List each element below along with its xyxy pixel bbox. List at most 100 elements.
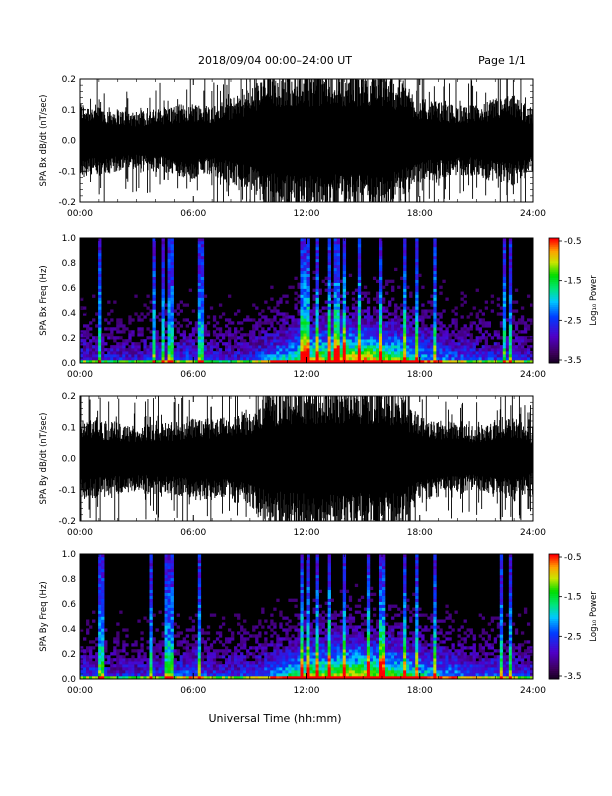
spectrogram-cell	[101, 643, 104, 646]
spectrogram-cell	[388, 342, 391, 345]
spectrogram-cell	[355, 628, 358, 631]
spectrogram-cell	[300, 244, 303, 247]
spectrogram-cell	[282, 652, 285, 655]
spectrogram-cell	[340, 324, 343, 327]
spectrogram-cell	[149, 593, 152, 596]
spectrogram-cell	[300, 605, 303, 608]
spectrogram-cell	[482, 312, 485, 315]
spectrogram-cell	[445, 333, 448, 336]
spectrogram-cell	[445, 298, 448, 301]
spectrogram-cell	[303, 244, 306, 247]
spectrogram-cell	[370, 330, 373, 333]
spectrogram-cell	[361, 339, 364, 342]
spectrogram-cell	[479, 336, 482, 339]
spectrogram-cell	[310, 342, 313, 345]
spectrogram-cell	[216, 345, 219, 348]
spectrogram-cell	[162, 256, 165, 259]
spectrogram-cell	[149, 354, 152, 357]
spectrogram-cell	[285, 649, 288, 652]
spectrogram-cell	[322, 637, 325, 640]
spectrogram-cell	[316, 578, 319, 581]
spectrogram-cell	[240, 357, 243, 360]
spectrogram-cell	[192, 667, 195, 670]
spectrogram-cell	[364, 664, 367, 667]
spectrogram-cell	[337, 292, 340, 295]
spectrogram-cell	[433, 250, 436, 253]
spectrogram-cell	[397, 324, 400, 327]
spectrogram-cell	[307, 664, 310, 667]
spectrogram-cell	[346, 339, 349, 342]
spectrogram-cell	[128, 354, 131, 357]
spectrogram-cell	[325, 324, 328, 327]
spectrogram-cell	[216, 336, 219, 339]
spectrogram-cell	[198, 286, 201, 289]
spectrogram-cell	[110, 309, 113, 312]
spectrogram-cell	[273, 643, 276, 646]
spectrogram-cell	[183, 351, 186, 354]
spectrogram-cell	[521, 354, 524, 357]
spectrogram-cell	[198, 312, 201, 315]
spectrogram-cell	[503, 253, 506, 256]
spectrogram-cell	[361, 655, 364, 658]
spectrogram-cell	[503, 333, 506, 336]
spectrogram-cell	[101, 625, 104, 628]
spectrogram-cell	[352, 640, 355, 643]
spectrogram-cell	[234, 336, 237, 339]
spectrogram-cell	[454, 351, 457, 354]
spectrogram-cell	[261, 611, 264, 614]
spectrogram-cell	[515, 336, 518, 339]
spectrogram-cell	[316, 581, 319, 584]
spectrogram-cell	[297, 634, 300, 637]
spectrogram-cell	[201, 277, 204, 280]
spectrogram-cell	[515, 345, 518, 348]
spectrogram-cell	[370, 321, 373, 324]
spectrogram-cell	[101, 572, 104, 575]
spectrogram-cell	[234, 655, 237, 658]
spectrogram-cell	[349, 619, 352, 622]
spectrogram-cell	[352, 652, 355, 655]
spectrogram-cell	[307, 250, 310, 253]
spectrogram-cell	[509, 295, 512, 298]
spectrogram-cell	[171, 262, 174, 265]
spectrogram-cell	[231, 348, 234, 351]
spectrogram-cell	[358, 312, 361, 315]
spectrogram-cell	[149, 605, 152, 608]
spectrogram-cell	[325, 628, 328, 631]
spectrogram-cell	[255, 667, 258, 670]
spectrogram-cell	[143, 655, 146, 658]
spectrogram-cell	[352, 655, 355, 658]
spectrogram-cell	[316, 611, 319, 614]
spectrogram-cell	[337, 652, 340, 655]
spectrogram-cell	[307, 348, 310, 351]
spectrogram-cell	[476, 339, 479, 342]
spectrogram-cell	[116, 670, 119, 673]
spectrogram-cell	[307, 309, 310, 312]
spectrogram-cell	[352, 619, 355, 622]
spectrogram-cell	[261, 339, 264, 342]
spectrogram-cell	[376, 280, 379, 283]
spectrogram-cell	[183, 330, 186, 333]
spectrogram-cell	[313, 345, 316, 348]
spectrogram-cell	[149, 563, 152, 566]
spectrogram-cell	[307, 640, 310, 643]
spectrogram-cell	[337, 274, 340, 277]
spectrogram-cell	[367, 348, 370, 351]
spectrogram-cell	[219, 670, 222, 673]
spectrogram-cell	[319, 327, 322, 330]
spectrogram-cell	[228, 354, 231, 357]
spectrogram-cell	[83, 658, 86, 661]
spectrogram-cell	[95, 354, 98, 357]
spectrogram-cell	[243, 333, 246, 336]
spectrogram-cell	[171, 280, 174, 283]
spectrogram-cell	[95, 643, 98, 646]
spectrogram-cell	[307, 312, 310, 315]
spectrogram-cell	[267, 670, 270, 673]
spectrogram-cell	[171, 563, 174, 566]
spectrogram-cell	[189, 342, 192, 345]
y-tick-label: 0.2	[62, 334, 76, 344]
spectrogram-cell	[279, 318, 282, 321]
spectrogram-cell	[454, 318, 457, 321]
spectrogram-cell	[400, 354, 403, 357]
spectrogram-cell	[391, 357, 394, 360]
spectrogram-cell	[385, 357, 388, 360]
